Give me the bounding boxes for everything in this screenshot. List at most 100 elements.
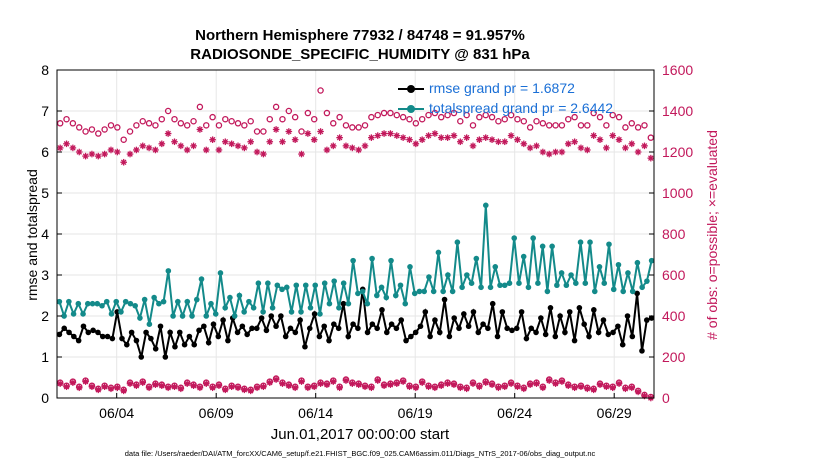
possible-marker — [272, 103, 280, 111]
rmse-point — [441, 296, 448, 303]
possible-marker — [463, 111, 470, 119]
evaluated_lower-marker — [177, 385, 185, 393]
rmse-point — [61, 325, 68, 332]
totalspread-point — [610, 286, 617, 293]
evaluated_lower-marker — [387, 381, 394, 388]
evaluated_lower-marker — [444, 380, 451, 387]
x-tick-label: 06/04 — [99, 405, 134, 421]
rmse-point — [461, 311, 467, 317]
evaluated-marker — [425, 132, 432, 139]
totalspread-point — [198, 276, 205, 282]
possible-marker — [101, 126, 108, 133]
rmse-point — [615, 323, 621, 330]
totalspread-point — [591, 288, 598, 295]
possible-marker — [336, 113, 343, 121]
evaluated_lower-marker — [418, 379, 426, 386]
rmse-point — [427, 333, 433, 340]
totalspread-point — [336, 305, 342, 311]
totalspread-point — [208, 300, 214, 307]
evaluated_lower-marker — [571, 384, 578, 392]
y-tick-label-right: 800 — [662, 226, 686, 242]
evaluated-marker — [361, 142, 369, 150]
possible-marker — [304, 109, 312, 117]
evaluated-marker — [94, 152, 102, 160]
evaluated-marker — [520, 140, 528, 148]
evaluated-marker — [514, 136, 521, 143]
y-tick-label-right: 1400 — [662, 103, 693, 119]
possible-marker — [406, 115, 413, 123]
evaluated-marker — [622, 144, 629, 152]
evaluated_lower-marker — [539, 384, 547, 392]
rmse-point — [485, 325, 491, 332]
rmse-point — [600, 317, 607, 323]
totalspread-point — [283, 284, 290, 291]
evaluated-marker — [196, 126, 204, 133]
legend-label-totalspread: totalspread grand pr = 2.6442 — [429, 100, 614, 116]
possible-marker — [234, 120, 242, 127]
rmse-point — [263, 327, 270, 334]
y-tick-label-left: 8 — [41, 62, 49, 78]
rmse-point — [148, 335, 154, 342]
possible-marker — [577, 122, 585, 129]
evaluated_lower-marker — [329, 378, 337, 385]
evaluated_lower-marker — [482, 379, 489, 386]
evaluated_lower-marker — [336, 384, 343, 392]
rmse-point — [388, 321, 395, 328]
possible-marker — [95, 130, 102, 137]
evaluated_lower-marker — [323, 381, 331, 388]
possible-marker — [285, 107, 293, 115]
evaluated-marker — [75, 148, 83, 156]
rmse-point — [66, 329, 72, 336]
rmse-point — [538, 315, 544, 321]
evaluated_lower-marker — [120, 387, 127, 395]
totalspread-point — [222, 305, 229, 311]
rmse-point — [350, 321, 356, 328]
totalspread-point — [274, 282, 281, 289]
rmse-point — [648, 315, 655, 321]
evaluated-marker — [272, 126, 280, 133]
evaluated_lower-marker — [82, 378, 89, 385]
totalspread-point — [549, 243, 555, 250]
totalspread-point — [421, 288, 428, 295]
evaluated_lower-marker — [241, 386, 248, 394]
totalspread-point — [648, 257, 655, 264]
rmse-point — [576, 305, 583, 311]
totalspread-point — [573, 280, 579, 287]
evaluated-marker — [469, 142, 477, 150]
evaluated_lower-marker — [317, 380, 324, 387]
totalspread-point — [321, 280, 328, 287]
evaluated_lower-marker — [584, 385, 591, 393]
evaluated_lower-marker — [361, 383, 369, 391]
rmse-point — [287, 325, 294, 332]
totalspread-point — [146, 321, 153, 328]
possible-marker — [622, 124, 629, 131]
evaluated-marker — [533, 142, 540, 150]
totalspread-point — [378, 284, 385, 291]
evaluated-marker — [126, 150, 134, 158]
evaluated_lower-marker — [349, 380, 356, 387]
evaluated-marker — [222, 138, 229, 146]
rmse-point — [273, 323, 279, 330]
evaluated-marker — [317, 128, 324, 135]
evaluated-marker — [488, 136, 496, 143]
rmse-point — [562, 329, 568, 336]
series-layer — [56, 87, 655, 402]
possible-marker — [641, 122, 648, 129]
possible-marker — [450, 109, 458, 117]
rmse-point — [157, 323, 164, 330]
rmse-point — [398, 317, 405, 323]
evaluated-marker — [507, 132, 515, 139]
possible-marker — [368, 113, 375, 121]
evaluated-marker — [406, 136, 413, 143]
evaluated_lower-marker — [139, 379, 147, 386]
rmse-point — [417, 323, 424, 330]
y-tick-label-right: 200 — [662, 349, 686, 365]
possible-marker — [514, 115, 521, 123]
legend-item-totalspread: totalspread grand pr = 2.6442 — [395, 99, 645, 119]
evaluated-marker — [285, 128, 293, 135]
evaluated-marker — [539, 148, 547, 156]
evaluated-marker — [107, 146, 115, 154]
rmse-point — [605, 331, 612, 338]
possible-marker — [482, 111, 489, 119]
totalspread-point — [473, 255, 480, 262]
